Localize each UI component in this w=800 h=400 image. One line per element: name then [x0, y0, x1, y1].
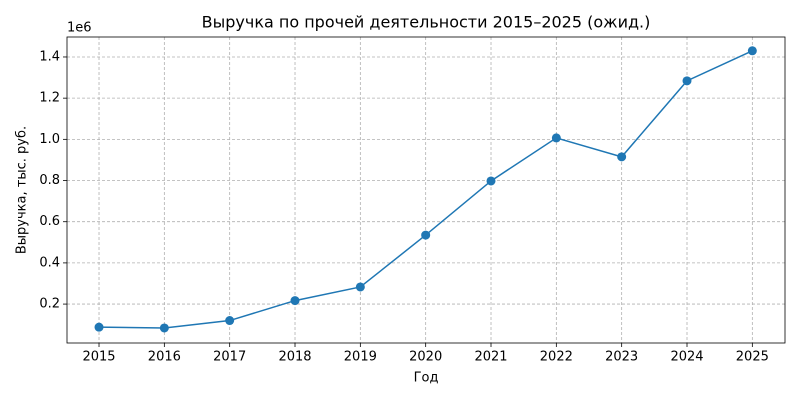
- y-offset-label: 1e6: [67, 21, 92, 36]
- marker: [486, 176, 496, 186]
- marker: [682, 76, 692, 86]
- x-axis-label: Год: [414, 371, 439, 386]
- x-tick-label: 2016: [148, 350, 181, 365]
- plot-frame: [66, 36, 786, 344]
- y-tick-label: 0.4: [39, 255, 60, 270]
- y-axis-label: Выручка, тыс. руб.: [15, 126, 30, 254]
- x-tick-label: 2024: [670, 350, 703, 365]
- y-tick-label: 1.2: [39, 91, 60, 106]
- marker: [421, 230, 431, 240]
- marker: [617, 152, 627, 162]
- x-tick-label: 2025: [736, 350, 769, 365]
- x-tick-label: 2019: [344, 350, 377, 365]
- x-tick-label: 2021: [474, 350, 507, 365]
- y-tick-label: 0.6: [39, 214, 60, 229]
- marker: [94, 322, 104, 332]
- y-tick-label: 0.2: [39, 297, 60, 312]
- x-tick-label: 2017: [213, 350, 246, 365]
- marker: [225, 316, 235, 326]
- marker: [551, 133, 561, 143]
- x-tick-label: 2018: [278, 350, 311, 365]
- chart-title: Выручка по прочей деятельности 2015–2025…: [202, 13, 651, 32]
- x-tick-label: 2020: [409, 350, 442, 365]
- y-tick-label: 1.0: [39, 132, 60, 147]
- y-tick-label: 0.8: [39, 173, 60, 188]
- x-tick-label: 2023: [605, 350, 638, 365]
- marker: [290, 296, 300, 306]
- marker: [355, 282, 365, 292]
- y-tick-label: 1.4: [39, 49, 60, 64]
- marker: [159, 323, 169, 333]
- x-tick-label: 2022: [540, 350, 573, 365]
- marker: [747, 46, 757, 56]
- x-tick-label: 2015: [82, 350, 115, 365]
